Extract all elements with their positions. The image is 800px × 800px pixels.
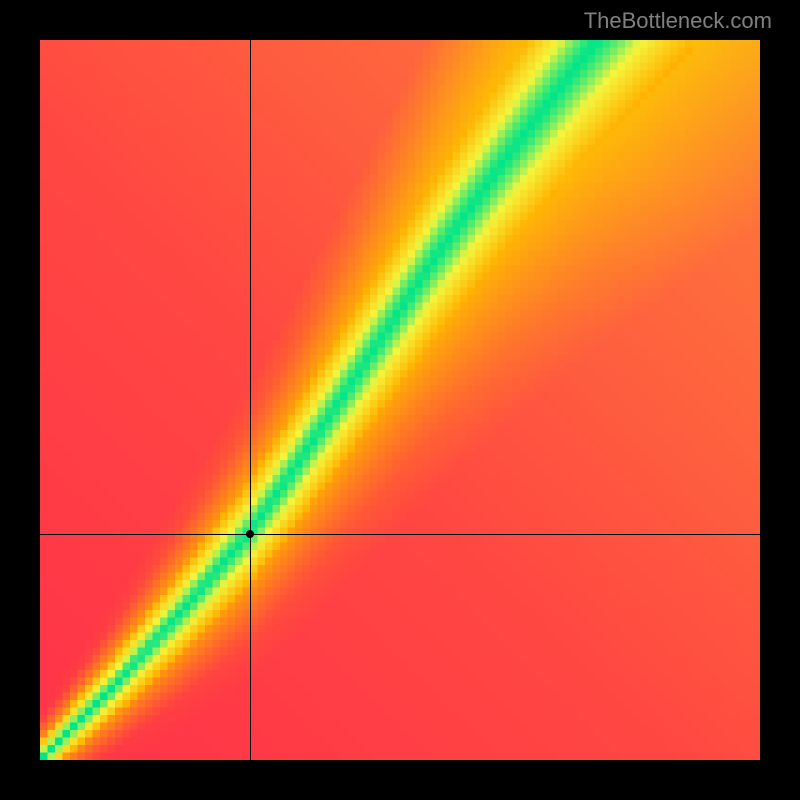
crosshair-horizontal [40, 534, 760, 535]
crosshair-vertical [250, 40, 251, 760]
heatmap-canvas [40, 40, 760, 760]
crosshair-marker [246, 530, 254, 538]
watermark-text: TheBottleneck.com [584, 8, 772, 34]
heatmap-chart [40, 40, 760, 760]
